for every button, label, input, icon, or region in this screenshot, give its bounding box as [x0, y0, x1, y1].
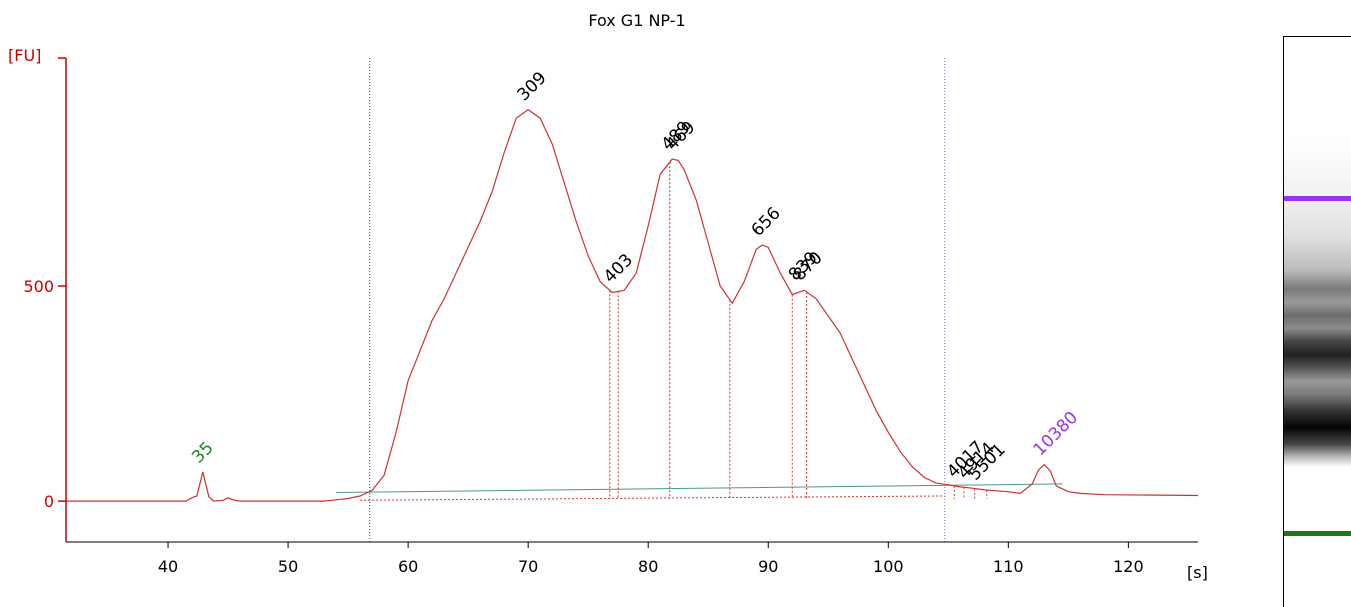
- peak-floor-line: [360, 495, 945, 501]
- peak-label: 309: [514, 68, 551, 105]
- y-tick-label: 500: [23, 277, 54, 296]
- x-tick-label: 80: [638, 557, 658, 576]
- lower-marker-band: [1284, 531, 1351, 536]
- gel-image-lane: [1283, 36, 1351, 607]
- x-tick-label: 70: [518, 557, 538, 576]
- baseline-line: [336, 483, 1063, 494]
- x-tick-label: 110: [993, 557, 1024, 576]
- peak-label: 35: [188, 438, 217, 467]
- electropherogram-chart: Fox G1 NP-1 [FU] [s] 40 50 60 70 80 90 100 110 1…: [8, 11, 1208, 582]
- upper-marker-band: [1284, 196, 1351, 201]
- x-tick-label: 50: [278, 557, 298, 576]
- x-axis-label: [s]: [1187, 563, 1208, 582]
- x-tick-label: 100: [873, 557, 904, 576]
- x-tick-label: 90: [758, 557, 778, 576]
- segment-drops-layer: [609, 162, 988, 499]
- peak-label: 403: [600, 250, 637, 287]
- gel-smear: [1284, 137, 1351, 467]
- chart-title: Fox G1 NP-1: [588, 11, 685, 30]
- peak-label: 656: [748, 204, 785, 241]
- x-tick-label: 120: [1113, 557, 1144, 576]
- axes-layer: 40 50 60 70 80 90 100 110 120 0 500: [23, 57, 1198, 576]
- reference-lines-layer: [336, 58, 1063, 542]
- y-tick-label: 0: [44, 492, 54, 511]
- electropherogram-trace: [66, 108, 1199, 502]
- x-tick-label: 60: [398, 557, 418, 576]
- trace-layer: [66, 108, 1199, 502]
- x-tick-label: 40: [158, 557, 178, 576]
- y-axis-label: [FU]: [8, 46, 41, 65]
- peak-label: 10380: [1030, 408, 1082, 460]
